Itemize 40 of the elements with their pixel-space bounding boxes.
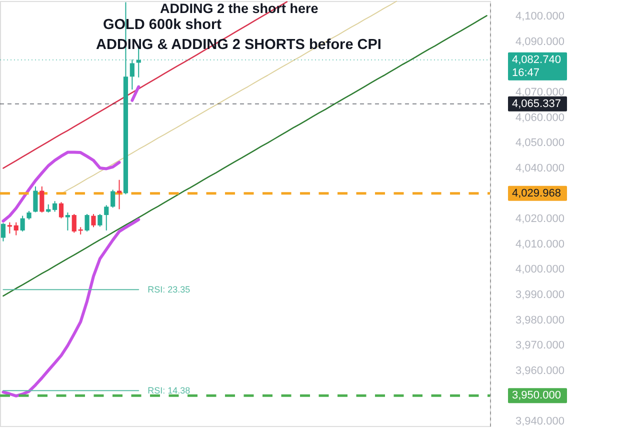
candlestick bbox=[7, 222, 12, 234]
y-tick-label: 3,960.000 bbox=[516, 364, 564, 377]
y-tick-label: 4,020.000 bbox=[516, 213, 564, 226]
ref-line-label: 4,082.740 16:47 bbox=[512, 54, 561, 79]
y-tick-label: 4,070.000 bbox=[516, 86, 564, 99]
line-series bbox=[2, 218, 140, 398]
candlestick bbox=[58, 202, 64, 219]
y-tick-label: 3,990.000 bbox=[516, 288, 564, 301]
y-tick-label: 3,980.000 bbox=[516, 314, 564, 326]
candlestick bbox=[104, 204, 109, 231]
candlestick bbox=[110, 189, 116, 208]
y-tick-label: 4,100.000 bbox=[516, 10, 564, 23]
series-label: RSI: 23.35 bbox=[148, 284, 190, 295]
candlestick bbox=[52, 200, 58, 212]
candlestick bbox=[40, 186, 44, 213]
y-tick-label: 4,060.000 bbox=[516, 112, 564, 124]
candlestick bbox=[98, 214, 102, 228]
series-label: RSI: 14.38 bbox=[148, 386, 190, 396]
ref-line-label: 3,950.000 bbox=[512, 390, 561, 402]
y-tick-label: 3,970.000 bbox=[516, 340, 564, 352]
candlestick bbox=[130, 58, 134, 90]
candlestick bbox=[0, 222, 6, 242]
y-tick-label: 3,940.000 bbox=[516, 415, 564, 428]
ref-line-label: 4,065.337 bbox=[512, 98, 561, 110]
candlestick bbox=[84, 214, 90, 232]
ref-line-label: 4,029.968 bbox=[512, 187, 561, 200]
candlestick bbox=[65, 212, 70, 231]
candlestick bbox=[116, 179, 122, 210]
candlestick bbox=[72, 214, 76, 234]
y-tick-label: 4,010.000 bbox=[516, 238, 564, 250]
y-tick-label: 4,040.000 bbox=[516, 162, 564, 174]
candlestick bbox=[91, 214, 96, 228]
candlestick bbox=[14, 222, 18, 236]
y-tick-label: 4,000.000 bbox=[516, 264, 564, 276]
y-tick-label: 4,050.000 bbox=[516, 137, 564, 150]
line-series bbox=[60, 0, 398, 194]
line-series bbox=[2, 15, 488, 297]
candlestick bbox=[20, 215, 25, 232]
y-tick-label: 4,090.000 bbox=[516, 36, 564, 48]
candlestick bbox=[33, 186, 38, 213]
